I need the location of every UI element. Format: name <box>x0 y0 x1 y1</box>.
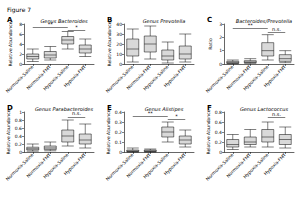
svg-text:A: A <box>7 16 13 24</box>
svg-text:0.1: 0.1 <box>115 140 122 145</box>
svg-text:Normoxia-FMT: Normoxia-FMT <box>25 152 52 179</box>
svg-text:Bacteroides/Prevotella: Bacteroides/Prevotella <box>236 18 292 24</box>
svg-text:0: 0 <box>119 150 122 155</box>
svg-text:Relative Abundance: Relative Abundance <box>8 21 13 66</box>
svg-text:0.6: 0.6 <box>15 126 22 131</box>
svg-text:Normoxia-FMT: Normoxia-FMT <box>125 152 152 179</box>
svg-text:30: 30 <box>116 32 122 37</box>
svg-text:B: B <box>107 16 112 24</box>
svg-text:10: 10 <box>116 52 122 57</box>
svg-text:n.s.: n.s. <box>272 26 281 32</box>
svg-text:Hypoxia-FMT: Hypoxia-FMT <box>263 152 287 176</box>
svg-text:Genus Alistipes: Genus Alistipes <box>145 106 184 113</box>
svg-text:Genus Parabacteroides: Genus Parabacteroides <box>35 106 93 112</box>
svg-text:2: 2 <box>19 52 22 57</box>
svg-text:n.s.: n.s. <box>72 110 81 117</box>
svg-text:0: 0 <box>219 62 222 67</box>
svg-text:n.s.: n.s. <box>272 110 281 117</box>
svg-text:6: 6 <box>19 32 22 37</box>
svg-text:1: 1 <box>219 48 222 53</box>
svg-text:4: 4 <box>19 42 22 47</box>
svg-text:Relative Abundance: Relative Abundance <box>106 109 111 154</box>
svg-text:0: 0 <box>19 62 22 67</box>
svg-text:Hypoxia-Saline: Hypoxia-Saline <box>42 64 70 92</box>
svg-text:0.4: 0.4 <box>115 110 122 115</box>
svg-text:Hypoxia-Saline: Hypoxia-Saline <box>42 152 70 180</box>
svg-text:Genus Prevotella: Genus Prevotella <box>143 18 186 24</box>
svg-text:Normoxia-FMT: Normoxia-FMT <box>225 152 252 179</box>
svg-text:Hypoxia-FMT: Hypoxia-FMT <box>163 64 187 88</box>
svg-text:Normoxia-FMT: Normoxia-FMT <box>225 64 252 91</box>
svg-text:Hypoxia-FMT: Hypoxia-FMT <box>63 152 87 176</box>
svg-text:Hypoxia-FMT: Hypoxia-FMT <box>63 64 87 88</box>
svg-text:Hypoxia-FMT: Hypoxia-FMT <box>263 64 287 88</box>
svg-text:Relative Abundance: Relative Abundance <box>6 109 11 154</box>
svg-text:Genus Lactococcus: Genus Lactococcus <box>240 106 289 112</box>
svg-text:8: 8 <box>19 22 22 27</box>
svg-text:Figure 7: Figure 7 <box>7 6 31 14</box>
svg-text:Relative Abundance: Relative Abundance <box>206 109 211 154</box>
svg-text:*: * <box>75 24 78 30</box>
svg-text:Hypoxia-Saline: Hypoxia-Saline <box>242 152 270 180</box>
svg-text:20: 20 <box>116 42 122 47</box>
svg-text:1: 1 <box>19 110 22 115</box>
svg-text:0.8: 0.8 <box>15 118 22 123</box>
svg-text:40: 40 <box>116 22 122 27</box>
svg-text:0.4: 0.4 <box>15 134 22 139</box>
svg-text:0.6: 0.6 <box>215 120 222 125</box>
svg-text:0.2: 0.2 <box>15 142 22 147</box>
svg-text:Normoxia-Saline: Normoxia-Saline <box>105 152 135 182</box>
svg-text:Hypoxia-Saline: Hypoxia-Saline <box>142 152 170 180</box>
svg-text:Normoxia-Saline: Normoxia-Saline <box>205 152 235 182</box>
svg-text:Genus Bacteroides: Genus Bacteroides <box>40 18 88 24</box>
svg-text:Normoxia-Saline: Normoxia-Saline <box>105 64 135 94</box>
svg-text:2: 2 <box>219 35 222 40</box>
svg-text:Normoxia-FMT: Normoxia-FMT <box>25 64 52 91</box>
svg-text:C: C <box>207 16 212 24</box>
svg-text:Hypoxia-FMT: Hypoxia-FMT <box>163 152 187 176</box>
svg-text:0.4: 0.4 <box>215 130 222 135</box>
svg-text:0: 0 <box>119 62 122 67</box>
svg-text:Relative Abundance: Relative Abundance <box>107 21 112 66</box>
svg-text:0.3: 0.3 <box>115 120 122 125</box>
svg-text:0: 0 <box>219 150 222 155</box>
svg-text:Normoxia-Saline: Normoxia-Saline <box>205 64 235 94</box>
svg-text:0: 0 <box>19 150 22 155</box>
svg-text:0.2: 0.2 <box>115 130 122 135</box>
svg-text:Normoxia-FMT: Normoxia-FMT <box>125 64 152 91</box>
svg-text:Normoxia-Saline: Normoxia-Saline <box>5 152 35 182</box>
svg-text:0.8: 0.8 <box>215 110 222 115</box>
svg-text:Hypoxia-Saline: Hypoxia-Saline <box>142 64 170 92</box>
svg-text:D: D <box>7 104 13 112</box>
svg-text:E: E <box>107 104 112 112</box>
svg-text:Normoxia-Saline: Normoxia-Saline <box>5 64 35 94</box>
svg-text:*: * <box>175 113 178 119</box>
svg-text:Hypoxia-Saline: Hypoxia-Saline <box>242 64 270 92</box>
svg-text:F: F <box>207 104 212 112</box>
svg-text:Ratio: Ratio <box>208 38 213 50</box>
svg-text:0.2: 0.2 <box>215 140 222 145</box>
svg-text:3: 3 <box>219 22 222 27</box>
